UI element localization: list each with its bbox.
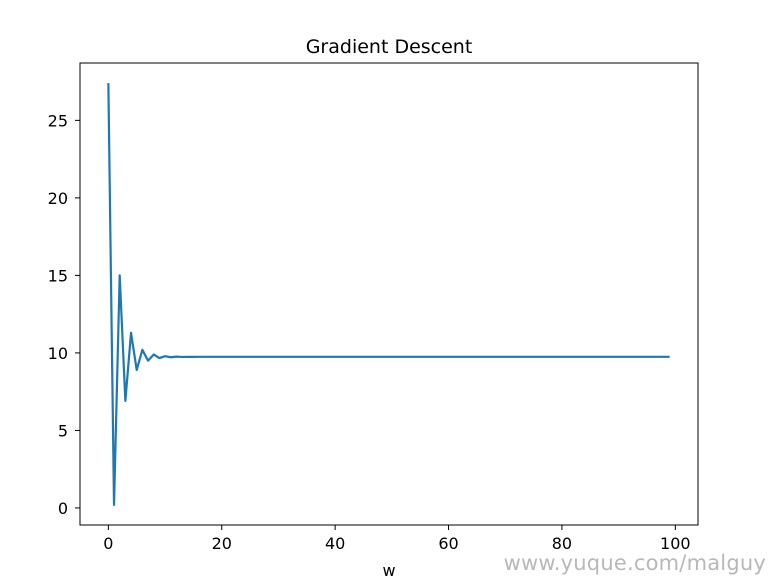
plot-frame [79, 62, 699, 526]
x-tick-label: 0 [103, 534, 113, 553]
x-axis: 0 20 40 60 80 100 [103, 525, 691, 553]
x-tick-label: 20 [212, 534, 232, 553]
y-axis: 0 5 10 15 20 25 [48, 111, 80, 518]
series-line [107, 83, 670, 506]
y-tick-label: 5 [58, 421, 68, 440]
plot-area [107, 83, 670, 506]
x-tick-label: 100 [660, 534, 691, 553]
x-axis-label: w [382, 561, 395, 580]
y-tick-label: 20 [48, 189, 68, 208]
y-tick-label: 10 [48, 344, 68, 363]
y-tick-label: 25 [48, 111, 68, 130]
y-tick-label: 0 [58, 499, 68, 518]
watermark: www.yuque.com/malguy [503, 551, 766, 575]
x-tick-label: 80 [552, 534, 572, 553]
x-tick-label: 40 [325, 534, 345, 553]
x-tick-label: 60 [438, 534, 458, 553]
y-tick-label: 15 [48, 266, 68, 285]
chart-title: Gradient Descent [306, 36, 473, 58]
